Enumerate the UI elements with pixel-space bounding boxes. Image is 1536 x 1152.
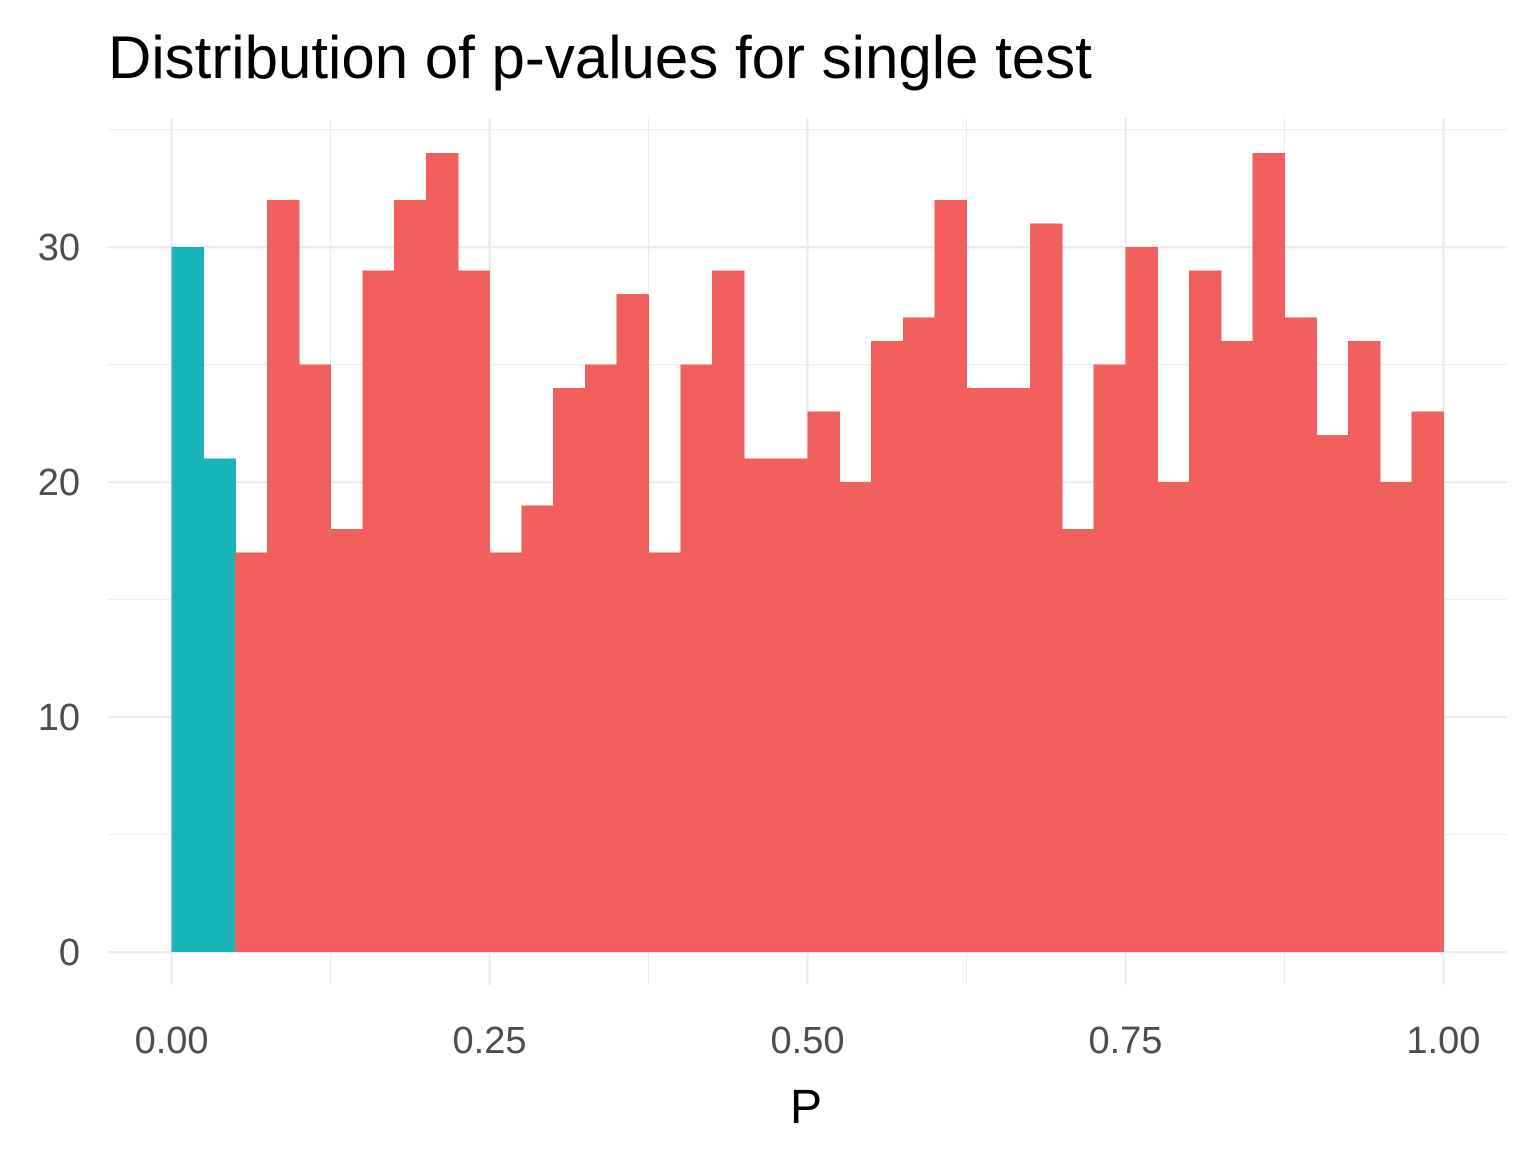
x-tick-label: 0.25 — [453, 1020, 527, 1062]
histogram-bars — [171, 153, 1445, 953]
histogram-bar — [1379, 482, 1413, 953]
histogram-bar — [616, 294, 650, 953]
histogram-bar — [871, 341, 904, 953]
histogram-bar — [266, 200, 300, 953]
histogram-bar — [712, 270, 745, 953]
histogram-bar — [839, 482, 872, 953]
histogram-bar — [1220, 341, 1254, 953]
histogram-bar-significant — [171, 247, 204, 953]
histogram-bar — [584, 364, 618, 953]
histogram-bar — [1284, 317, 1317, 953]
histogram-bar — [1093, 364, 1127, 953]
histogram-bar — [680, 364, 713, 953]
histogram-bar — [362, 270, 395, 953]
histogram-bar — [1411, 411, 1445, 953]
histogram-bar — [1030, 223, 1063, 953]
histogram-bar — [457, 270, 491, 953]
histogram-bar-significant — [203, 458, 236, 953]
x-axis-tick-labels: 0.00 0.25 0.50 0.75 1.00 — [135, 1020, 1481, 1062]
histogram-bar — [298, 364, 332, 953]
x-tick-label: 1.00 — [1406, 1020, 1480, 1062]
histogram-bar — [330, 529, 363, 953]
histogram-bar — [775, 458, 809, 953]
histogram-bar — [235, 552, 268, 953]
histogram-bar — [425, 153, 459, 953]
histogram-bar — [394, 200, 427, 953]
y-tick-label: 10 — [38, 697, 80, 739]
histogram-bar — [648, 552, 681, 953]
histogram-bar — [1348, 341, 1381, 953]
histogram-bar — [807, 411, 840, 953]
histogram-bar — [489, 552, 522, 953]
chart-title: Distribution of p-values for single test — [108, 24, 1092, 91]
histogram-bar — [998, 388, 1031, 953]
y-tick-label: 30 — [38, 227, 80, 269]
y-tick-label: 20 — [38, 462, 80, 504]
histogram-bar — [553, 388, 586, 953]
x-axis-title: P — [790, 1081, 822, 1134]
histogram-bar — [521, 505, 554, 953]
x-tick-label: 0.50 — [771, 1020, 845, 1062]
histogram-bar — [934, 200, 968, 953]
histogram-bar — [902, 317, 936, 953]
histogram-bar — [966, 388, 999, 953]
y-tick-label: 0 — [59, 932, 80, 974]
histogram-bar — [1189, 270, 1222, 953]
histogram-bar — [743, 458, 777, 953]
y-axis-tick-labels: 0 10 20 30 — [38, 227, 80, 974]
histogram-bar — [1316, 435, 1349, 953]
histogram-bar — [1252, 153, 1286, 953]
histogram-bar — [1125, 247, 1158, 953]
x-tick-label: 0.00 — [135, 1020, 209, 1062]
x-tick-label: 0.75 — [1088, 1020, 1162, 1062]
histogram-bar — [1061, 529, 1095, 953]
histogram-bar — [1157, 482, 1190, 953]
